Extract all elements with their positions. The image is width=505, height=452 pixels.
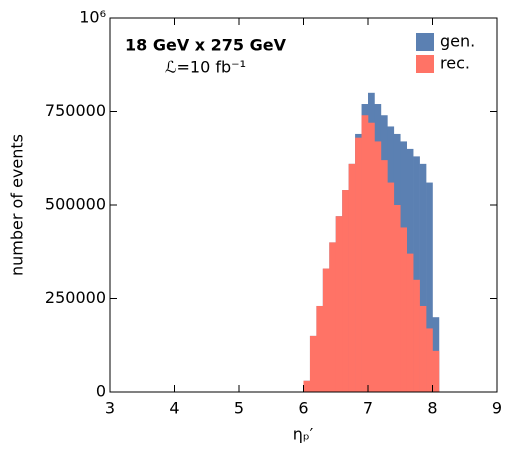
bar [406,253,414,392]
bar [432,350,440,392]
legend-swatch [416,55,434,73]
legend-label: gen. [440,32,475,51]
legend-label: rec. [440,54,470,73]
x-tick-label: 4 [169,399,179,418]
x-tick-label: 3 [105,399,115,418]
bar [374,141,382,392]
legend-swatch [416,33,434,51]
x-tick-label: 5 [234,399,244,418]
bar [413,279,420,392]
bar [419,305,427,392]
bar [303,380,311,392]
bar [342,190,349,392]
bar [426,328,433,392]
bar [322,268,330,392]
bar [387,182,395,392]
annotation: ℒ=10 fb⁻¹ [165,58,246,77]
bar [380,160,388,392]
bar [348,163,356,392]
y-tick-label: 500000 [45,195,106,214]
bar [309,335,317,392]
y-axis-label: number of events [8,134,27,276]
x-tick-label: 9 [492,399,502,418]
x-tick-label: 6 [298,399,308,418]
y-tick-label: 0 [96,382,106,401]
annotation: 18 GeV x 275 GeV [125,36,287,55]
bar [426,182,433,392]
bar [400,227,407,392]
bar [335,216,343,392]
x-axis-label: ηₚ′ [293,425,314,444]
bar [393,205,401,392]
bar [361,115,369,393]
bar [368,122,375,392]
bar [413,156,420,392]
x-tick-label: 8 [427,399,437,418]
y-tick-label: 250000 [45,288,106,307]
bar [355,137,362,392]
y-tick-label: 750000 [45,101,106,120]
y-tick-label: 10⁶ [79,8,106,27]
bar [419,163,427,392]
bar [316,305,324,392]
x-tick-label: 7 [363,399,373,418]
bar [329,242,337,392]
